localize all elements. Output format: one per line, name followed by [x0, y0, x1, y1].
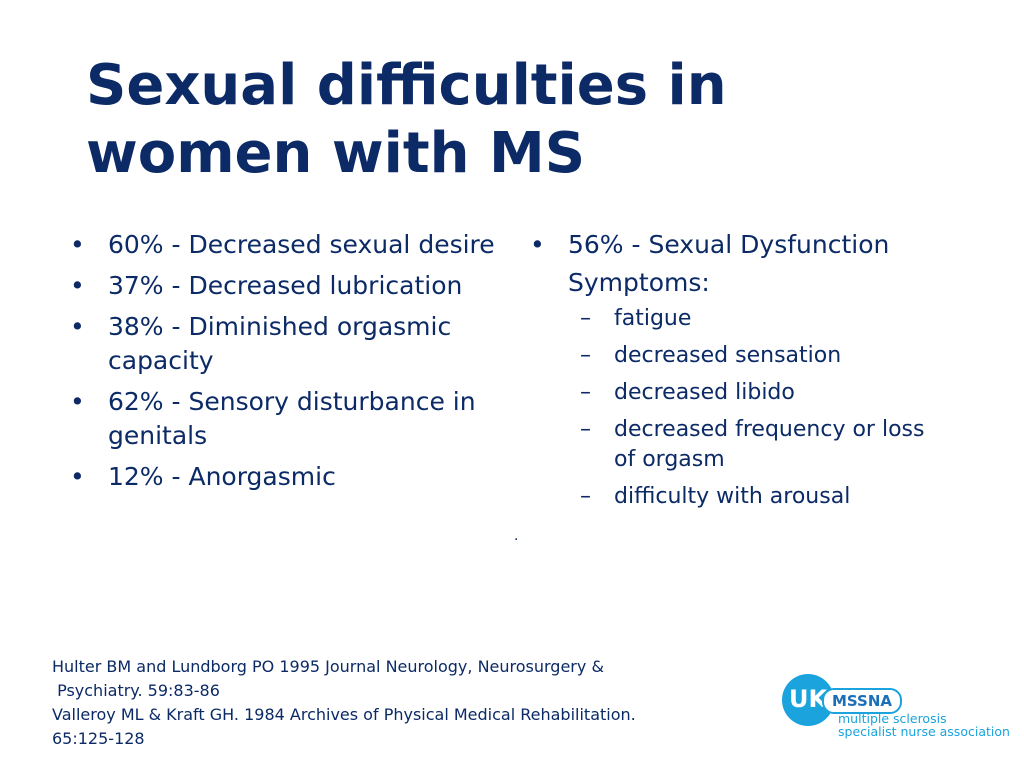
bullet-text: 37% - Decreased lubrication [108, 271, 463, 300]
sub-item-text: decreased libido [614, 380, 795, 405]
dash-icon: – [580, 417, 591, 442]
logo-badge-text: UK [788, 685, 828, 713]
list-item: • 37% - Decreased lubrication [70, 269, 510, 303]
bullet-icon: • [70, 230, 85, 259]
bullet-text: 38% - Diminished orgasmic capacity [108, 312, 452, 375]
dash-icon: – [580, 380, 591, 405]
logo-tagline-1: multiple sclerosis [838, 711, 947, 726]
bullet-text: 60% - Decreased sexual desire [108, 230, 495, 259]
sub-list-item: – difficulty with arousal [530, 482, 950, 512]
sub-item-text: decreased sensation [614, 343, 842, 368]
list-item: • 60% - Decreased sexual desire [70, 228, 510, 262]
list-item: • 38% - Diminished orgasmic capacity [70, 310, 510, 378]
list-item: • 12% - Anorgasmic [70, 460, 510, 494]
sub-item-text: difficulty with arousal [614, 484, 851, 509]
sub-list-item: – decreased sensation [530, 341, 950, 371]
bullet-text: 56% - Sexual Dysfunction [568, 230, 890, 259]
sub-list-item: – fatigue [530, 304, 950, 334]
bullet-icon: • [70, 271, 85, 300]
bullet-icon: • [70, 387, 85, 416]
list-item: • 62% - Sensory disturbance in genitals [70, 385, 510, 453]
bullet-text: 62% - Sensory disturbance in genitals [108, 387, 476, 450]
reference-line: Hulter BM and Lundborg PO 1995 Journal N… [52, 657, 604, 676]
sub-item-text: decreased frequency or loss of orgasm [614, 417, 925, 472]
sub-list-item: – decreased frequency or loss of orgasm [530, 415, 950, 475]
dash-icon: – [580, 306, 591, 331]
sub-item-text: fatigue [614, 306, 692, 331]
bullet-icon: • [530, 230, 545, 259]
dash-icon: – [580, 343, 591, 368]
bullet-icon: • [70, 312, 85, 341]
symptoms-sublist-container: – fatigue – decreased sensation – decrea… [530, 304, 950, 512]
dash-icon: – [580, 484, 591, 509]
symptoms-sublist: – fatigue – decreased sensation – decrea… [530, 304, 950, 512]
stray-dot: . [514, 528, 519, 544]
reference-line: 65:125-128 [52, 729, 145, 748]
bullet-text: 12% - Anorgasmic [108, 462, 336, 491]
logo-tagline-2: specialist nurse association [838, 724, 1010, 739]
left-bullet-list: • 60% - Decreased sexual desire • 37% - … [70, 228, 510, 501]
logo-acronym: MSSNA [822, 688, 902, 714]
list-item: • 56% - Sexual Dysfunction [530, 228, 950, 262]
slide-title: Sexual difficulties in women with MS [86, 53, 727, 186]
reference-line: Valleroy ML & Kraft GH. 1984 Archives of… [52, 705, 636, 724]
symptoms-label: Symptoms: [568, 268, 710, 297]
sub-list-item: – decreased libido [530, 378, 950, 408]
references: Hulter BM and Lundborg PO 1995 Journal N… [52, 655, 752, 751]
right-bullet-list: • 56% - Sexual Dysfunction Symptoms: – f… [530, 228, 950, 519]
uk-mssna-logo: UK MSSNA multiple sclerosis specialist n… [782, 674, 1010, 739]
bullet-icon: • [70, 462, 85, 491]
reference-line: Psychiatry. 59:83-86 [52, 681, 220, 700]
